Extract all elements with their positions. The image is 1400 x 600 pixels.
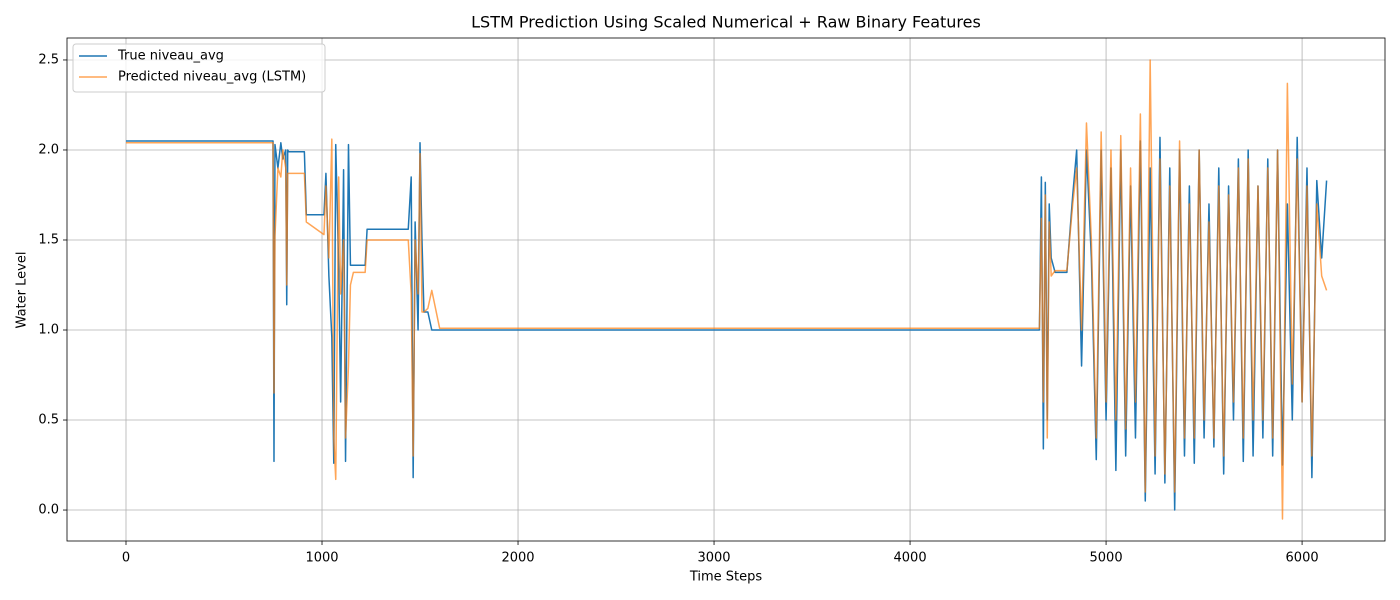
y-tick-label: 2.0 <box>38 142 59 157</box>
legend: True niveau_avg Predicted niveau_avg (LST… <box>72 43 326 93</box>
legend-box <box>72 43 326 93</box>
x-tick-label: 6000 <box>1286 551 1319 566</box>
y-tick-label: 2.5 <box>38 52 59 67</box>
y-axis-label: Water Level <box>15 252 30 329</box>
chart-title: LSTM Prediction Using Scaled Numerical +… <box>471 13 981 32</box>
y-tick-label: 1.5 <box>38 232 59 247</box>
x-tick-label: 4000 <box>894 551 927 566</box>
legend-label: True niveau_avg <box>117 49 224 64</box>
x-tick-label: 3000 <box>697 551 730 566</box>
x-tick-label: 5000 <box>1090 551 1123 566</box>
x-tick-label: 2000 <box>501 551 534 566</box>
legend-label: Predicted niveau_avg (LSTM) <box>118 70 306 85</box>
data-line <box>126 59 1328 520</box>
y-tick-label: 1.0 <box>38 323 59 338</box>
x-axis-label: Time Steps <box>689 570 763 585</box>
x-tick-label: 1000 <box>305 551 338 566</box>
y-tick-label: 0.5 <box>38 413 59 428</box>
plot-frame <box>66 37 1386 542</box>
y-tick-label: 0.0 <box>38 503 59 518</box>
x-tick-label: 0 <box>122 551 130 566</box>
